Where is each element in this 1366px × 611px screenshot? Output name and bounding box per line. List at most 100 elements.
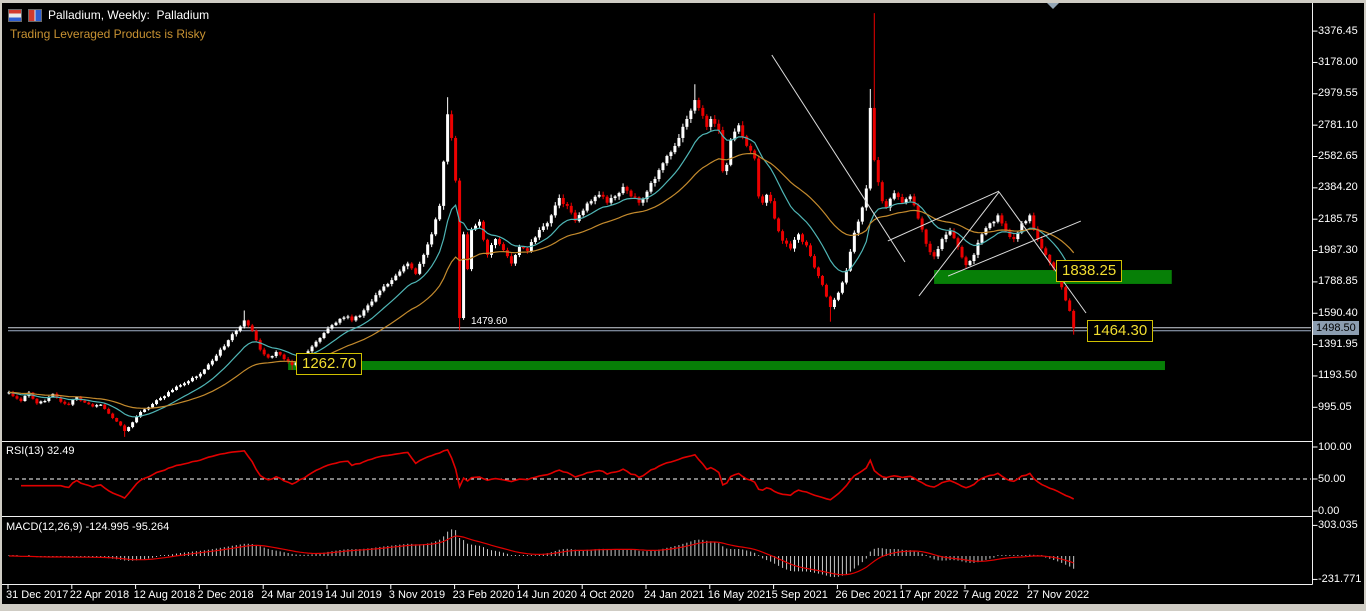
trendline-wedge-lower[interactable]: [918, 191, 1000, 297]
candle-body: [234, 330, 238, 335]
candle-body: [769, 194, 773, 202]
candle-body: [242, 320, 246, 327]
candle-body: [414, 268, 418, 274]
candle-body: [737, 125, 741, 132]
candle-body: [824, 284, 828, 297]
candle-body: [1000, 215, 1004, 224]
candle-body: [944, 234, 948, 240]
breakdown-price-tag[interactable]: 1464.30: [1087, 320, 1154, 342]
support-resistance-zone[interactable]: [288, 361, 1165, 371]
candle-body: [864, 188, 868, 208]
candle-body: [629, 190, 633, 197]
chart-bars-icon[interactable]: [28, 8, 42, 22]
candle-body: [482, 221, 486, 240]
candle-body: [685, 118, 689, 127]
candle-body: [497, 239, 501, 245]
candle-body: [856, 221, 860, 233]
candle-body: [366, 305, 370, 311]
candle-body: [214, 355, 218, 361]
candle-body: [127, 427, 131, 432]
chart-shift-marker-icon[interactable]: [1047, 3, 1059, 9]
candle-body: [960, 246, 964, 258]
candle-body: [1040, 239, 1044, 249]
candle-body: [374, 295, 378, 302]
candle-body: [797, 234, 801, 240]
candle-body: [318, 338, 322, 342]
candle-body: [286, 359, 290, 362]
candle-body: [541, 226, 545, 231]
candle-body: [545, 223, 549, 227]
candle-body: [1072, 310, 1076, 328]
candle-body: [123, 425, 127, 432]
candle-body: [87, 402, 91, 405]
candle-body: [928, 243, 932, 253]
candle-body: [661, 163, 665, 171]
candle-body: [63, 401, 67, 404]
horizontal-line-value-label[interactable]: 1479.60: [471, 316, 508, 327]
candle-body: [198, 373, 202, 377]
window-border-bottom: [0, 604, 1366, 611]
candle-body: [394, 275, 398, 281]
candle-body: [450, 114, 454, 138]
candle-body: [1020, 223, 1024, 233]
resistance-price-tag[interactable]: 1838.25: [1056, 260, 1123, 282]
candle-body: [501, 244, 505, 251]
support-resistance-zone[interactable]: [934, 270, 1172, 284]
candle-body: [868, 107, 872, 189]
trendline-wedge-upper[interactable]: [887, 190, 1000, 242]
candle-body: [808, 245, 812, 257]
candle-body: [151, 404, 155, 408]
candle-body: [565, 203, 569, 206]
candle-body: [43, 400, 47, 403]
candle-body: [1008, 231, 1012, 237]
candle-body: [633, 196, 637, 198]
candle-body: [454, 137, 458, 181]
candle-body: [442, 161, 446, 206]
candle-body: [617, 193, 621, 197]
candle-body: [669, 152, 673, 157]
candle-body: [206, 364, 210, 370]
candle-body: [1052, 262, 1056, 269]
candle-body: [976, 242, 980, 255]
trendline-rising-support[interactable]: [947, 220, 1082, 277]
candle-body: [525, 248, 529, 251]
candle-body: [613, 196, 617, 199]
candle-body: [226, 340, 230, 347]
candle-body: [11, 392, 15, 397]
candle-body: [665, 156, 669, 164]
candle-body: [390, 280, 394, 284]
candle-body: [39, 401, 43, 404]
candle-body: [386, 283, 390, 287]
candle-body: [59, 397, 63, 402]
trendline-major-downtrend[interactable]: [771, 54, 906, 263]
candle-body: [745, 136, 749, 146]
candle-body: [334, 322, 338, 326]
candle-body: [653, 179, 657, 184]
candle-body: [426, 244, 430, 255]
support-price-tag[interactable]: 1262.70: [296, 353, 363, 375]
candle-body: [513, 255, 517, 264]
candle-body: [489, 245, 493, 255]
candle-body: [262, 349, 266, 355]
candle-body: [1016, 232, 1020, 240]
candle-body: [15, 396, 19, 399]
candle-body: [218, 349, 222, 356]
candle-body: [91, 404, 95, 407]
candle-body: [812, 256, 816, 268]
candle-body: [621, 186, 625, 194]
candle-body: [908, 196, 912, 200]
candle-body: [968, 261, 972, 266]
candle-body: [354, 316, 358, 321]
candle-body: [493, 239, 497, 246]
candle-body: [553, 205, 557, 216]
candle-body: [637, 197, 641, 203]
candle-body: [99, 404, 103, 406]
candle-body: [828, 296, 832, 307]
candle-body: [135, 416, 139, 423]
chart-table-icon[interactable]: [8, 8, 22, 22]
trendline-breakdown-line[interactable]: [998, 191, 1087, 314]
candle-body: [761, 196, 765, 203]
candle-body: [314, 341, 318, 347]
candle-body: [593, 196, 597, 202]
